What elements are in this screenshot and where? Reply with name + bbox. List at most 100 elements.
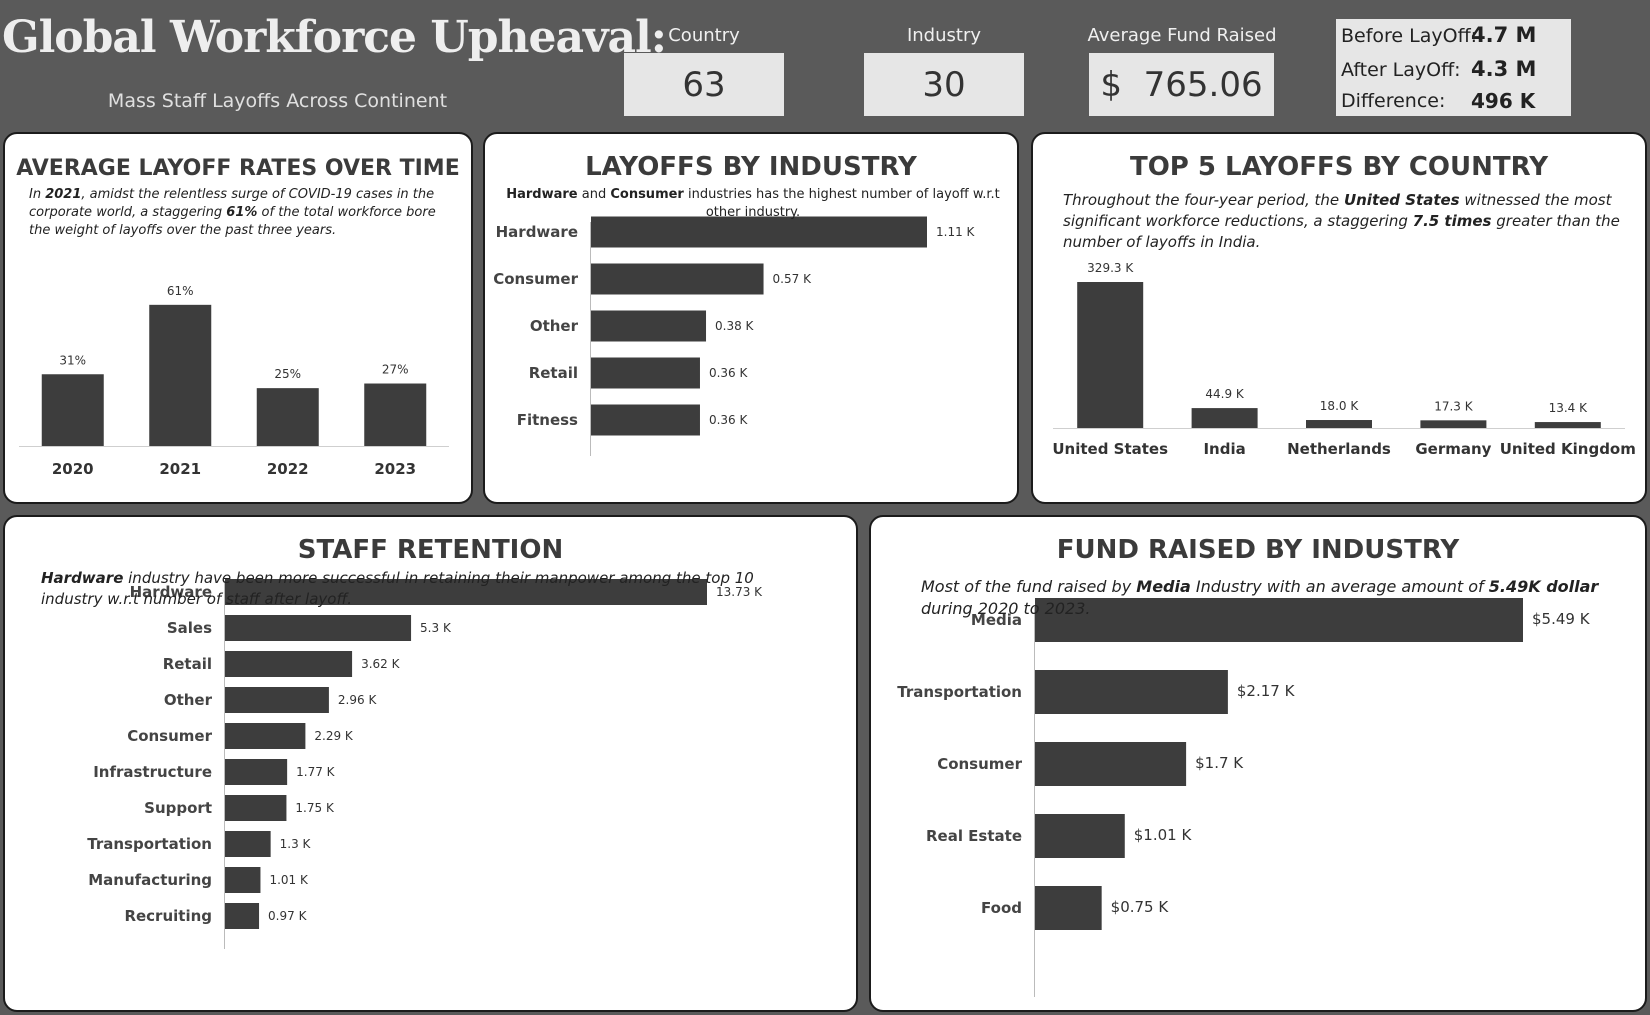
retention-category-label: Recruiting — [124, 907, 212, 925]
fund-bar — [1035, 886, 1102, 930]
retention-data-label: 5.3 K — [420, 621, 452, 635]
retention-data-label: 2.29 K — [314, 729, 354, 743]
staff-retention-panel: STAFF RETENTION Hardware industry have b… — [3, 515, 858, 1012]
layoff-rates-title: AVERAGE LAYOFF RATES OVER TIME — [16, 156, 460, 181]
retention-category-label: Consumer — [127, 727, 212, 745]
fund-bar — [1035, 598, 1523, 642]
fund-category-label: Food — [981, 899, 1022, 917]
fund-data-label: $2.17 K — [1237, 682, 1296, 700]
country-data-label: 13.4 K — [1549, 401, 1589, 415]
retention-data-label: 1.75 K — [295, 801, 335, 815]
retention-bar — [225, 903, 260, 929]
country-bar — [1077, 282, 1144, 428]
retention-data-label: 0.97 K — [268, 909, 308, 923]
industry-data-label: 1.11 K — [936, 225, 976, 239]
industry-data-label: 0.57 K — [773, 272, 813, 286]
layoffs-by-industry-chart: Hardware 1.11 K Consumer 0.57 K Other 0.38 K R… — [493, 216, 976, 456]
staff-retention-title: STAFF RETENTION — [297, 535, 564, 565]
retention-data-label: 3.62 K — [361, 657, 401, 671]
country-data-label: 329.3 K — [1087, 261, 1134, 275]
country-category-label: United Kingdom — [1500, 440, 1636, 458]
fund-category-label: Real Estate — [926, 827, 1022, 845]
fund-kpi-label: Average Fund Raised — [1087, 25, 1277, 46]
country-category-label: India — [1203, 440, 1245, 458]
retention-data-label: 2.96 K — [338, 693, 378, 707]
retention-category-label: Infrastructure — [93, 763, 212, 781]
rates-category-label: 2022 — [267, 460, 309, 478]
industry-bar — [591, 404, 700, 436]
rates-category-label: 2020 — [52, 460, 94, 478]
difference-label: Difference: — [1341, 90, 1446, 112]
fund-category-label: Transportation — [897, 683, 1022, 701]
layoffs-by-industry-title: LAYOFFS BY INDUSTRY — [585, 152, 917, 182]
fund-by-industry-chart: Media $5.49 K Transportation $2.17 K Consume… — [897, 598, 1591, 997]
industry-bar — [591, 357, 700, 389]
country-bar — [1534, 422, 1601, 428]
retention-category-label: Sales — [167, 619, 212, 637]
layoff-rates-description: In 2021, amidst the relentless surge of … — [29, 187, 436, 239]
fund-bar — [1035, 670, 1228, 714]
before-layoff-label: Before LayOff: — [1341, 25, 1478, 47]
fund-category-label: Consumer — [937, 755, 1022, 773]
top-countries-panel: TOP 5 LAYOFFS BY COUNTRY Throughout the … — [1031, 132, 1647, 504]
retention-category-label: Hardware — [130, 583, 212, 601]
retention-category-label: Retail — [163, 655, 212, 673]
staff-retention-chart: Hardware 13.73 K Sales 5.3 K Retail 3.62 K Oth… — [87, 579, 763, 949]
country-category-label: United States — [1052, 440, 1168, 458]
layoff-rates-chart: 31% 2020 61% 2021 25% 2022 27% 2023 — [19, 284, 449, 478]
retention-bar — [225, 867, 261, 893]
industry-category-label: Fitness — [517, 411, 578, 429]
retention-data-label: 1.3 K — [280, 837, 312, 851]
country-category-label: Germany — [1415, 440, 1491, 458]
layoff-rates-panel: AVERAGE LAYOFF RATES OVER TIME In 2021, … — [3, 132, 473, 504]
layoffs-by-industry-panel: LAYOFFS BY INDUSTRY Hardware and Consume… — [483, 132, 1019, 504]
rates-data-label: 27% — [382, 363, 409, 377]
industry-data-label: 0.36 K — [709, 413, 749, 427]
rates-category-label: 2023 — [374, 460, 416, 478]
difference-value: 496 K — [1471, 89, 1536, 113]
country-kpi-value: 63 — [624, 53, 784, 116]
fund-data-label: $1.01 K — [1134, 826, 1193, 844]
layoffs-by-industry-description: Hardware and Consumer industries has the… — [506, 187, 1000, 221]
retention-category-label: Transportation — [87, 835, 212, 853]
retention-data-label: 13.73 K — [716, 585, 763, 599]
rates-bar — [256, 388, 319, 446]
rates-bar — [149, 304, 212, 446]
industry-category-label: Retail — [529, 364, 578, 382]
industry-category-label: Consumer — [493, 270, 578, 288]
industry-bar — [591, 216, 927, 248]
industry-category-label: Hardware — [496, 223, 578, 241]
industry-data-label: 0.36 K — [709, 366, 749, 380]
industry-bar — [591, 310, 707, 342]
retention-bar — [225, 579, 707, 605]
after-layoff-value: 4.3 M — [1471, 57, 1537, 81]
industry-category-label: Other — [530, 317, 579, 335]
retention-bar — [225, 723, 306, 749]
fund-bar — [1035, 742, 1187, 786]
before-layoff-value: 4.7 M — [1471, 23, 1537, 47]
rates-bar — [364, 383, 427, 446]
country-data-label: 18.0 K — [1320, 399, 1360, 413]
industry-kpi-label: Industry — [906, 25, 982, 46]
staff-retention-description: Hardware industry have been more success… — [41, 569, 754, 608]
fund-by-industry-title: FUND RAISED BY INDUSTRY — [1056, 535, 1460, 565]
fund-bar — [1035, 814, 1125, 858]
dashboard-subtitle: Mass Staff Layoffs Across Continent — [107, 90, 448, 112]
fund-data-label: $5.49 K — [1532, 610, 1591, 628]
retention-bar — [225, 795, 287, 821]
retention-bar — [225, 651, 353, 677]
retention-category-label: Support — [144, 799, 212, 817]
fund-by-industry-description: Most of the fund raised by Media Industr… — [921, 577, 1599, 619]
country-kpi-label: Country — [668, 25, 740, 46]
rates-bar — [41, 374, 104, 446]
rates-data-label: 61% — [167, 284, 194, 298]
rates-data-label: 25% — [274, 367, 301, 381]
retention-bar — [225, 615, 412, 641]
layoff-summary-box: Before LayOff: 4.7 M After LayOff: 4.3 M… — [1336, 19, 1571, 116]
country-category-label: Netherlands — [1287, 440, 1391, 458]
country-bar — [1306, 420, 1372, 428]
rates-category-label: 2021 — [159, 460, 201, 478]
retention-data-label: 1.77 K — [296, 765, 336, 779]
industry-bar — [591, 263, 764, 295]
fund-by-industry-panel: FUND RAISED BY INDUSTRY Most of the fund… — [869, 515, 1647, 1012]
